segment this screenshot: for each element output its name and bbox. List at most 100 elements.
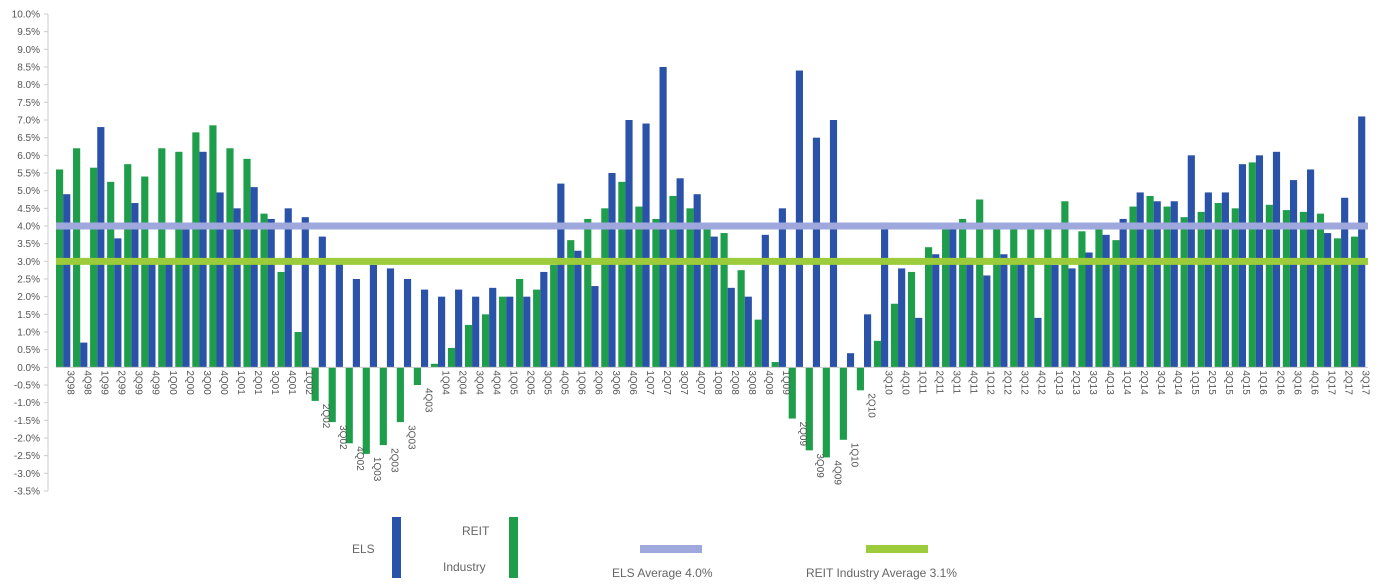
bar-els: [1324, 233, 1332, 368]
y-tick-label: -3.5%: [14, 487, 40, 498]
x-tick-label: 2Q15: [1206, 370, 1217, 395]
bar-els: [301, 217, 309, 368]
x-tick-label: 1Q08: [712, 370, 723, 395]
x-tick-label: 1Q03: [371, 457, 382, 482]
x-tick-label: 2Q00: [184, 370, 195, 395]
bar-els: [148, 261, 156, 368]
bar-reit-industry: [754, 319, 762, 368]
bar-reit-industry: [635, 206, 643, 368]
x-tick-label: 3Q11: [951, 370, 962, 394]
y-axis: -3.5% -3.0% -2.5% -2.0% -1.5% -1.0% -0.5% 0.0% 0…: [12, 10, 49, 498]
bar-reit-industry: [1197, 211, 1205, 368]
bar-reit-industry: [1112, 240, 1120, 368]
bar-els: [540, 271, 548, 368]
bar-els: [335, 263, 343, 368]
y-tick-label: 9.5%: [17, 27, 40, 38]
bar-reit-industry: [1282, 210, 1290, 368]
bar-reit-industry: [1214, 203, 1222, 368]
bar-els: [1358, 116, 1366, 368]
x-tick-label: 2Q06: [593, 370, 604, 395]
x-tick-label: 2Q08: [729, 370, 740, 395]
x-tick-label: 3Q16: [1291, 370, 1302, 395]
y-tick-label: -0.5%: [14, 381, 40, 392]
legend-els-average-swatch: [640, 545, 702, 553]
y-tick-label: 0.0%: [17, 363, 40, 374]
bar-els: [744, 296, 752, 368]
bar-reit-industry: [890, 303, 899, 368]
y-tick-label: 1.5%: [17, 310, 40, 321]
bar-reit-industry: [464, 324, 473, 368]
bar-els: [352, 279, 360, 368]
y-tick-label: 4.5%: [17, 204, 40, 215]
x-tick-label: 3Q02: [337, 425, 348, 450]
bar-els: [983, 275, 991, 368]
bar-els: [795, 70, 803, 368]
x-tick-label: 2Q01: [252, 370, 263, 395]
bar-els: [1238, 164, 1247, 368]
bar-els: [284, 208, 292, 368]
bar-reit-industry: [805, 367, 813, 451]
bar-reit-industry: [669, 195, 677, 368]
x-tick-label: 4Q12: [1036, 370, 1047, 395]
x-tick-label: 4Q11: [968, 370, 979, 394]
bar-els: [949, 224, 957, 368]
bar-reit-industry: [1146, 195, 1154, 368]
x-tick-label: 1Q02: [303, 370, 314, 395]
x-tick-label: 1Q09: [780, 370, 791, 395]
x-axis: 3Q98 4Q98 1Q99 2Q99 3Q99 4Q99 1Q00 2Q00 3Q00 4Q00…: [56, 366, 1370, 485]
bar-reit-industry: [516, 279, 524, 368]
x-tick-label: 3Q07: [678, 370, 689, 395]
bar-els: [1000, 254, 1008, 368]
x-tick-label: 3Q04: [473, 370, 484, 395]
bar-reit-industry: [90, 167, 98, 368]
x-tick-label: 2Q14: [1138, 370, 1149, 395]
y-tick-label: 10.0%: [12, 10, 40, 21]
bar-reit-industry: [1010, 227, 1018, 368]
bar-reit-industry: [652, 218, 660, 368]
bar-reit-industry: [1299, 211, 1308, 368]
y-tick-label: 8.0%: [17, 80, 40, 91]
bar-reit-industry: [720, 233, 728, 368]
bar-els: [1034, 317, 1042, 368]
bar-els: [1085, 252, 1093, 368]
bar-els: [216, 192, 224, 368]
bar-reit-industry: [1180, 217, 1188, 368]
legend-els-swatch: [392, 517, 401, 578]
bar-els: [455, 289, 463, 368]
bar-reit-industry: [1333, 238, 1342, 368]
y-tick-label: 9.0%: [17, 45, 40, 56]
bar-els: [250, 187, 258, 368]
average-lines: [56, 222, 1368, 265]
bar-reit-industry: [430, 363, 439, 368]
bar-els: [881, 222, 889, 368]
x-tick-label: 3Q99: [133, 370, 144, 395]
y-tick-label: 4.0%: [17, 222, 40, 233]
bar-reit-industry: [73, 148, 81, 368]
y-tick-label: 8.5%: [17, 63, 40, 74]
bar-els: [318, 236, 326, 368]
bar-reit-industry: [311, 367, 319, 401]
bar-els: [898, 268, 906, 368]
x-tick-label: 3Q08: [746, 370, 757, 395]
bar-reit-industry: [107, 181, 115, 368]
bar-reit-industry: [158, 148, 166, 368]
bar-reit-industry: [1316, 213, 1325, 368]
x-tick-label: 3Q14: [1155, 370, 1166, 395]
bar-reit-industry: [362, 367, 370, 454]
bar-reit-industry: [499, 296, 507, 368]
bar-reit-industry: [481, 314, 490, 368]
bar-reit-industry: [686, 208, 694, 368]
bar-els: [1102, 234, 1110, 368]
y-tick-label: 7.5%: [17, 98, 40, 109]
bar-els: [1153, 201, 1161, 368]
bar-els: [829, 120, 838, 368]
bar-reit-industry: [618, 181, 626, 368]
bar-reit-industry: [976, 199, 984, 368]
x-tick-label: 3Q09: [814, 453, 825, 478]
bar-reit-industry: [993, 227, 1001, 368]
bar-els: [1289, 180, 1298, 368]
x-tick-label: 2Q12: [1002, 370, 1013, 395]
bar-reit-industry: [447, 347, 456, 368]
x-tick-label: 2Q05: [525, 370, 536, 395]
